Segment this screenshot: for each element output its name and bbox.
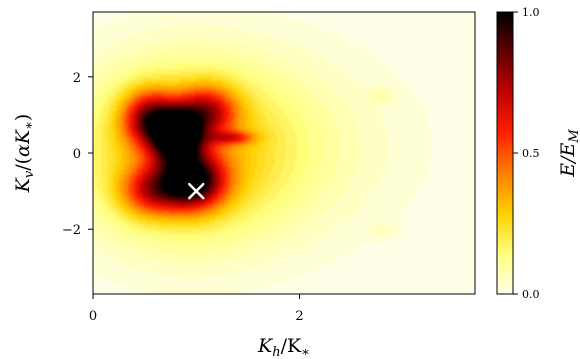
y-label-sub-star: ∗ [22, 121, 37, 130]
peak-marker [187, 182, 205, 200]
colorbar-tick-label: 0.5 [522, 147, 540, 160]
x-label-num: K [257, 335, 274, 357]
y-axis-label: Kv/(αK∗) [12, 114, 37, 194]
colorbar-ticks: 0.0 0.5 1.0 [513, 6, 540, 301]
x-tick-label: 0 [89, 309, 97, 324]
marker-stroke-2 [187, 182, 205, 200]
y-label-alpha: αK [12, 128, 34, 157]
colorbar: 0.0 0.5 1.0 E/EM [496, 6, 580, 301]
colorbar-tick-label: 1.0 [522, 6, 540, 19]
colorbar-tick-label: 0.0 [522, 288, 540, 301]
y-tick-label: 2 [73, 71, 81, 86]
plot-area [92, 11, 476, 295]
y-label-k: K [12, 176, 34, 193]
x-label-sub-star: ∗ [301, 345, 310, 359]
x-axis-label: Kh/K∗ [257, 335, 310, 359]
y-label-open: /( [12, 157, 34, 171]
y-tick-label: 0 [73, 147, 81, 162]
x-tick-label: 2 [295, 309, 303, 324]
y-label-sub-v: v [22, 170, 37, 178]
heatmap-image [93, 12, 475, 294]
y-axis: −2 0 2 [62, 71, 93, 238]
colorbar-label: E/EM [557, 129, 580, 178]
x-label-slash: /K [281, 335, 302, 357]
colorbar-gradient [496, 11, 514, 295]
y-tick-label: −2 [62, 223, 81, 238]
cb-label-e: E/E [557, 142, 579, 177]
y-label-close: ) [12, 114, 34, 121]
cb-label-sub-m: M [567, 129, 580, 144]
x-label-sub-h: h [272, 345, 280, 359]
